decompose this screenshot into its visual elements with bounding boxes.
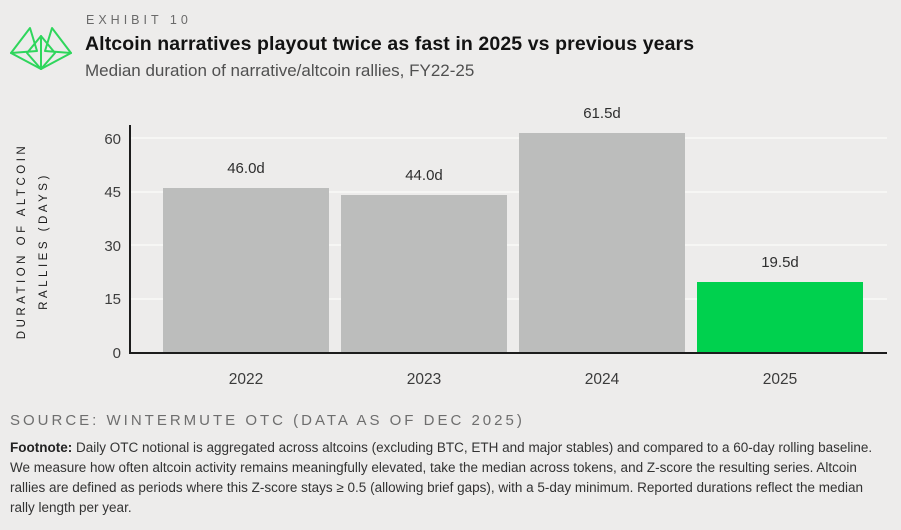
x-tick-label-2022: 2022 (228, 371, 264, 388)
bar-value-label-2025: 19.5d (761, 254, 799, 272)
footnote: Footnote: Daily OTC notional is aggregat… (10, 438, 890, 518)
y-tick-label-60: 60 (104, 130, 121, 148)
wintermute-logo-icon (10, 27, 72, 70)
y-axis-title-line1: DURATION OF ALTCOIN (16, 142, 28, 340)
bar-value-label-2023: 44.0d (405, 167, 443, 185)
chart-subtitle: Median duration of narrative/altcoin ral… (85, 61, 475, 80)
bar-chart-plot-area: 46.0d 44.0d 61.5d 19.5d (129, 105, 887, 354)
x-tick-label-2023: 2023 (406, 371, 442, 388)
x-tick-label-2024: 2024 (584, 371, 620, 388)
y-tick-label-30: 30 (104, 237, 121, 255)
bar-value-label-2022: 46.0d (227, 159, 265, 177)
bar-2023 (341, 195, 507, 352)
chart-title: Altcoin narratives playout twice as fast… (85, 33, 695, 55)
gridline-45 (131, 190, 887, 193)
y-tick-label-15: 15 (104, 291, 121, 309)
footnote-text: Daily OTC notional is aggregated across … (10, 440, 873, 515)
bar-2025 (697, 282, 863, 352)
bar-2024 (519, 132, 685, 352)
x-tick-label-2025: 2025 (762, 371, 798, 388)
y-axis-title-line2: RALLIES (DAYS) (38, 172, 50, 310)
exhibit-number-label: EXHIBIT 10 (86, 13, 192, 27)
source-line: SOURCE: WINTERMUTE OTC (DATA AS OF DEC 2… (10, 412, 525, 429)
y-axis-title: DURATION OF ALTCOIN RALLIES (DAYS) (11, 121, 57, 361)
gridline-30 (131, 244, 887, 246)
y-tick-label-0: 0 (112, 345, 121, 362)
gridline-60 (131, 136, 887, 139)
bar-value-label-2024: 61.5d (583, 104, 621, 122)
gridline-15 (131, 297, 887, 300)
y-tick-label-45: 45 (104, 184, 121, 202)
footnote-label: Footnote: (10, 440, 73, 455)
bar-2022 (163, 187, 329, 352)
